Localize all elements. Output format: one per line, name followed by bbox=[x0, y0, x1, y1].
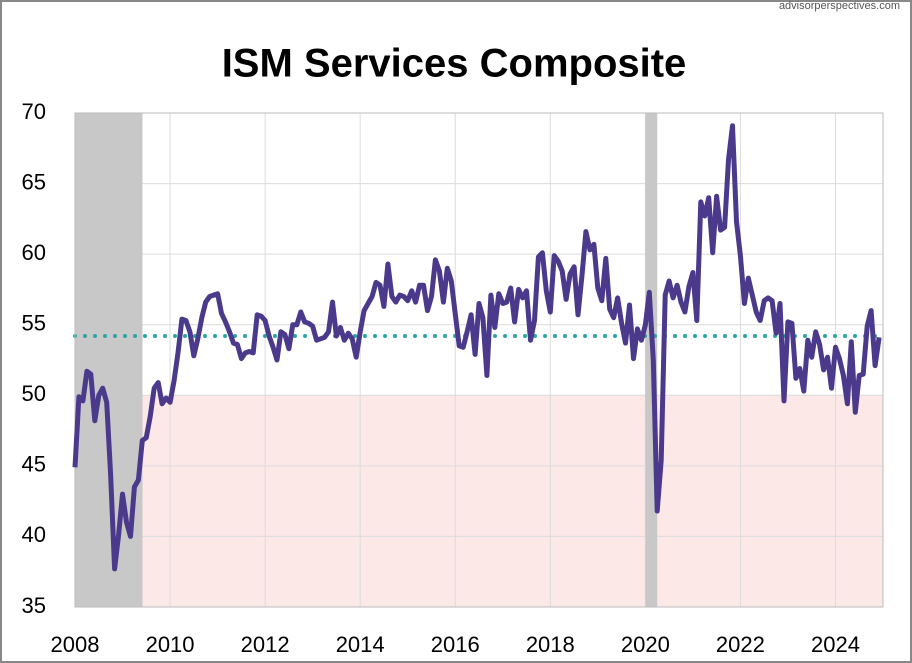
source: advisorperspectives.com bbox=[779, 0, 900, 12]
y-tick-label: 55 bbox=[22, 311, 46, 336]
plot-border bbox=[74, 112, 884, 608]
x-tick-label: 2012 bbox=[241, 632, 290, 657]
data-line bbox=[72, 123, 882, 572]
x-tick-label: 2008 bbox=[51, 632, 100, 657]
y-tick-label: 40 bbox=[22, 522, 46, 547]
x-tick-label: 2010 bbox=[146, 632, 195, 657]
contraction-zone bbox=[75, 395, 883, 607]
y-tick-label: 45 bbox=[22, 452, 46, 477]
x-tick-label: 2016 bbox=[431, 632, 480, 657]
x-tick-label: 2022 bbox=[716, 632, 765, 657]
y-tick-label: 70 bbox=[22, 99, 46, 124]
y-tick-label: 50 bbox=[22, 381, 46, 406]
x-tick-label: 2018 bbox=[526, 632, 575, 657]
y-tick-label: 35 bbox=[22, 593, 46, 618]
y-tick-label: 60 bbox=[22, 240, 46, 265]
x-tick-label: 2014 bbox=[336, 632, 385, 657]
x-tick-label: 2024 bbox=[811, 632, 860, 657]
chart-title: ISM Services Composite bbox=[222, 42, 687, 86]
x-tick-label: 2020 bbox=[621, 632, 670, 657]
y-tick-label: 65 bbox=[22, 169, 46, 194]
